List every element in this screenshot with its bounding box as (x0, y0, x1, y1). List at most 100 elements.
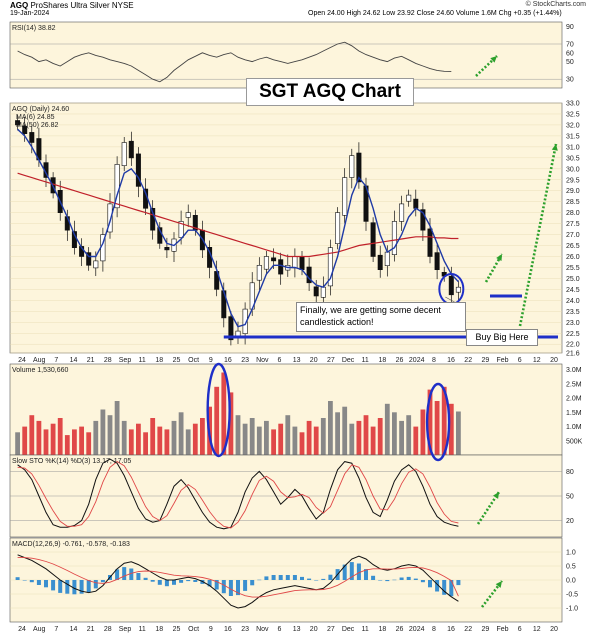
sto-tick: 80 (566, 469, 574, 476)
sto-tick: 20 (566, 518, 574, 525)
price-candle-body (391, 221, 397, 255)
price-x-label: 29 (482, 357, 490, 364)
price-x-label: 18 (379, 357, 387, 364)
macd-x-label: 28 (104, 626, 112, 633)
volume-bar (43, 429, 49, 455)
price-candle-body (128, 140, 134, 159)
volume-tick: 1.0M (566, 424, 582, 431)
macd-histogram-bar (150, 580, 155, 582)
price-tick: 30.0 (566, 166, 580, 173)
macd-x-label: Nov (256, 626, 269, 633)
macd-x-label: 6 (518, 626, 522, 633)
price-tick: 23.0 (566, 320, 580, 327)
macd-histogram-bar (214, 580, 219, 590)
price-tick: 27.0 (566, 232, 580, 239)
macd-histogram-bar (264, 576, 269, 580)
volume-bar (221, 372, 227, 455)
volume-bar (228, 392, 234, 455)
price-x-label: 24 (18, 357, 26, 364)
macd-histogram-bar (442, 580, 447, 595)
security-name: ProShares Ultra Silver (30, 1, 110, 10)
price-long-up-arrow (518, 143, 558, 327)
macd-x-label: 24 (18, 626, 26, 633)
macd-x-label: 20 (550, 626, 558, 633)
macd-histogram-bar (179, 580, 184, 583)
price-candle-body (384, 251, 390, 267)
macd-x-label: 14 (70, 626, 78, 633)
volume-bar (292, 426, 298, 455)
stochastic-legend: Slow STO %K(14) %D(3) 13.17, 17.05 (12, 458, 131, 465)
volume-bar (363, 415, 369, 455)
price-tick: 25.0 (566, 276, 580, 283)
volume-bar (256, 426, 262, 455)
price-x-label: Sep (119, 357, 132, 364)
price-panel-frame (9, 102, 563, 354)
volume-bar (420, 409, 426, 455)
volume-tick: 3.0M (566, 367, 582, 374)
macd-x-label: 26 (396, 626, 404, 633)
buy-annotation: Buy Big Here (466, 329, 538, 346)
quote-date: 19-Jan-2024 (10, 10, 50, 17)
macd-x-label: 16 (224, 626, 232, 633)
price-long-up-arrow-head (551, 144, 558, 151)
price-x-label: 20 (550, 357, 558, 364)
volume-bar (306, 420, 312, 455)
price-tick: 32.5 (566, 112, 580, 119)
volume-bar (370, 426, 376, 455)
volume-bar (107, 415, 113, 455)
macd-histogram-bar (292, 575, 297, 580)
price-x-label: 21 (87, 357, 95, 364)
macd-histogram-bar (314, 580, 319, 581)
price-candle-body (178, 221, 184, 238)
price-x-label: 6 (518, 357, 522, 364)
macd-tick: 1.0 (566, 550, 576, 557)
volume-bar (377, 418, 383, 455)
price-x-label: 20 (310, 357, 318, 364)
macd-histogram-bar (243, 580, 248, 591)
price-x-label: 22 (464, 357, 472, 364)
macd-histogram-bar (449, 580, 454, 597)
price-tick: 24.5 (566, 287, 580, 294)
volume-bar (413, 426, 419, 455)
macd-up-arrow (480, 580, 504, 608)
volume-bar (264, 420, 269, 455)
volume-bar (235, 415, 241, 455)
rsi-tick: 30 (566, 77, 574, 84)
price-candle-body (107, 203, 113, 233)
rsi-up-arrow-head (490, 56, 497, 63)
price-x-label: Aug (33, 357, 46, 364)
volume-bar (271, 429, 276, 455)
rsi-legend: RSI(14) 38.82 (12, 25, 56, 32)
ma6-line (17, 128, 459, 328)
volume-bar (299, 432, 305, 456)
macd-x-label: 2024 (409, 626, 425, 633)
volume-bar (114, 401, 120, 455)
ohlc-readout: Open 24.00 High 24.62 Low 23.92 Close 24… (308, 10, 562, 17)
volume-bar (278, 423, 284, 455)
volume-tick: 2.0M (566, 396, 582, 403)
macd-histogram-bar (385, 580, 390, 582)
price-candle-body (370, 222, 376, 257)
price-candle-body (327, 247, 333, 287)
rsi-panel-frame (9, 21, 563, 89)
macd-x-label: 22 (464, 626, 472, 633)
macd-histogram-bar (278, 575, 283, 580)
macd-histogram-bar (257, 579, 262, 581)
price-tick: 32.0 (566, 122, 580, 129)
macd-signal-line (17, 557, 459, 598)
price-tick: 21.6 (566, 351, 580, 358)
macd-x-label: 16 (447, 626, 455, 633)
volume-bar (164, 429, 170, 455)
macd-line (17, 554, 459, 609)
macd-up-arrow-head (495, 581, 502, 588)
volume-bar (178, 412, 184, 455)
macd-histogram-bar (193, 580, 198, 582)
macd-histogram-bar (100, 580, 105, 583)
macd-histogram-bar (285, 575, 290, 580)
macd-x-label: 25 (173, 626, 181, 633)
ma50-legend: MA(50) 26.82 (16, 122, 59, 129)
price-candle-body (399, 203, 405, 222)
volume-bar (349, 423, 355, 455)
macd-histogram-bar (115, 569, 120, 580)
macd-histogram-bar (58, 580, 63, 593)
